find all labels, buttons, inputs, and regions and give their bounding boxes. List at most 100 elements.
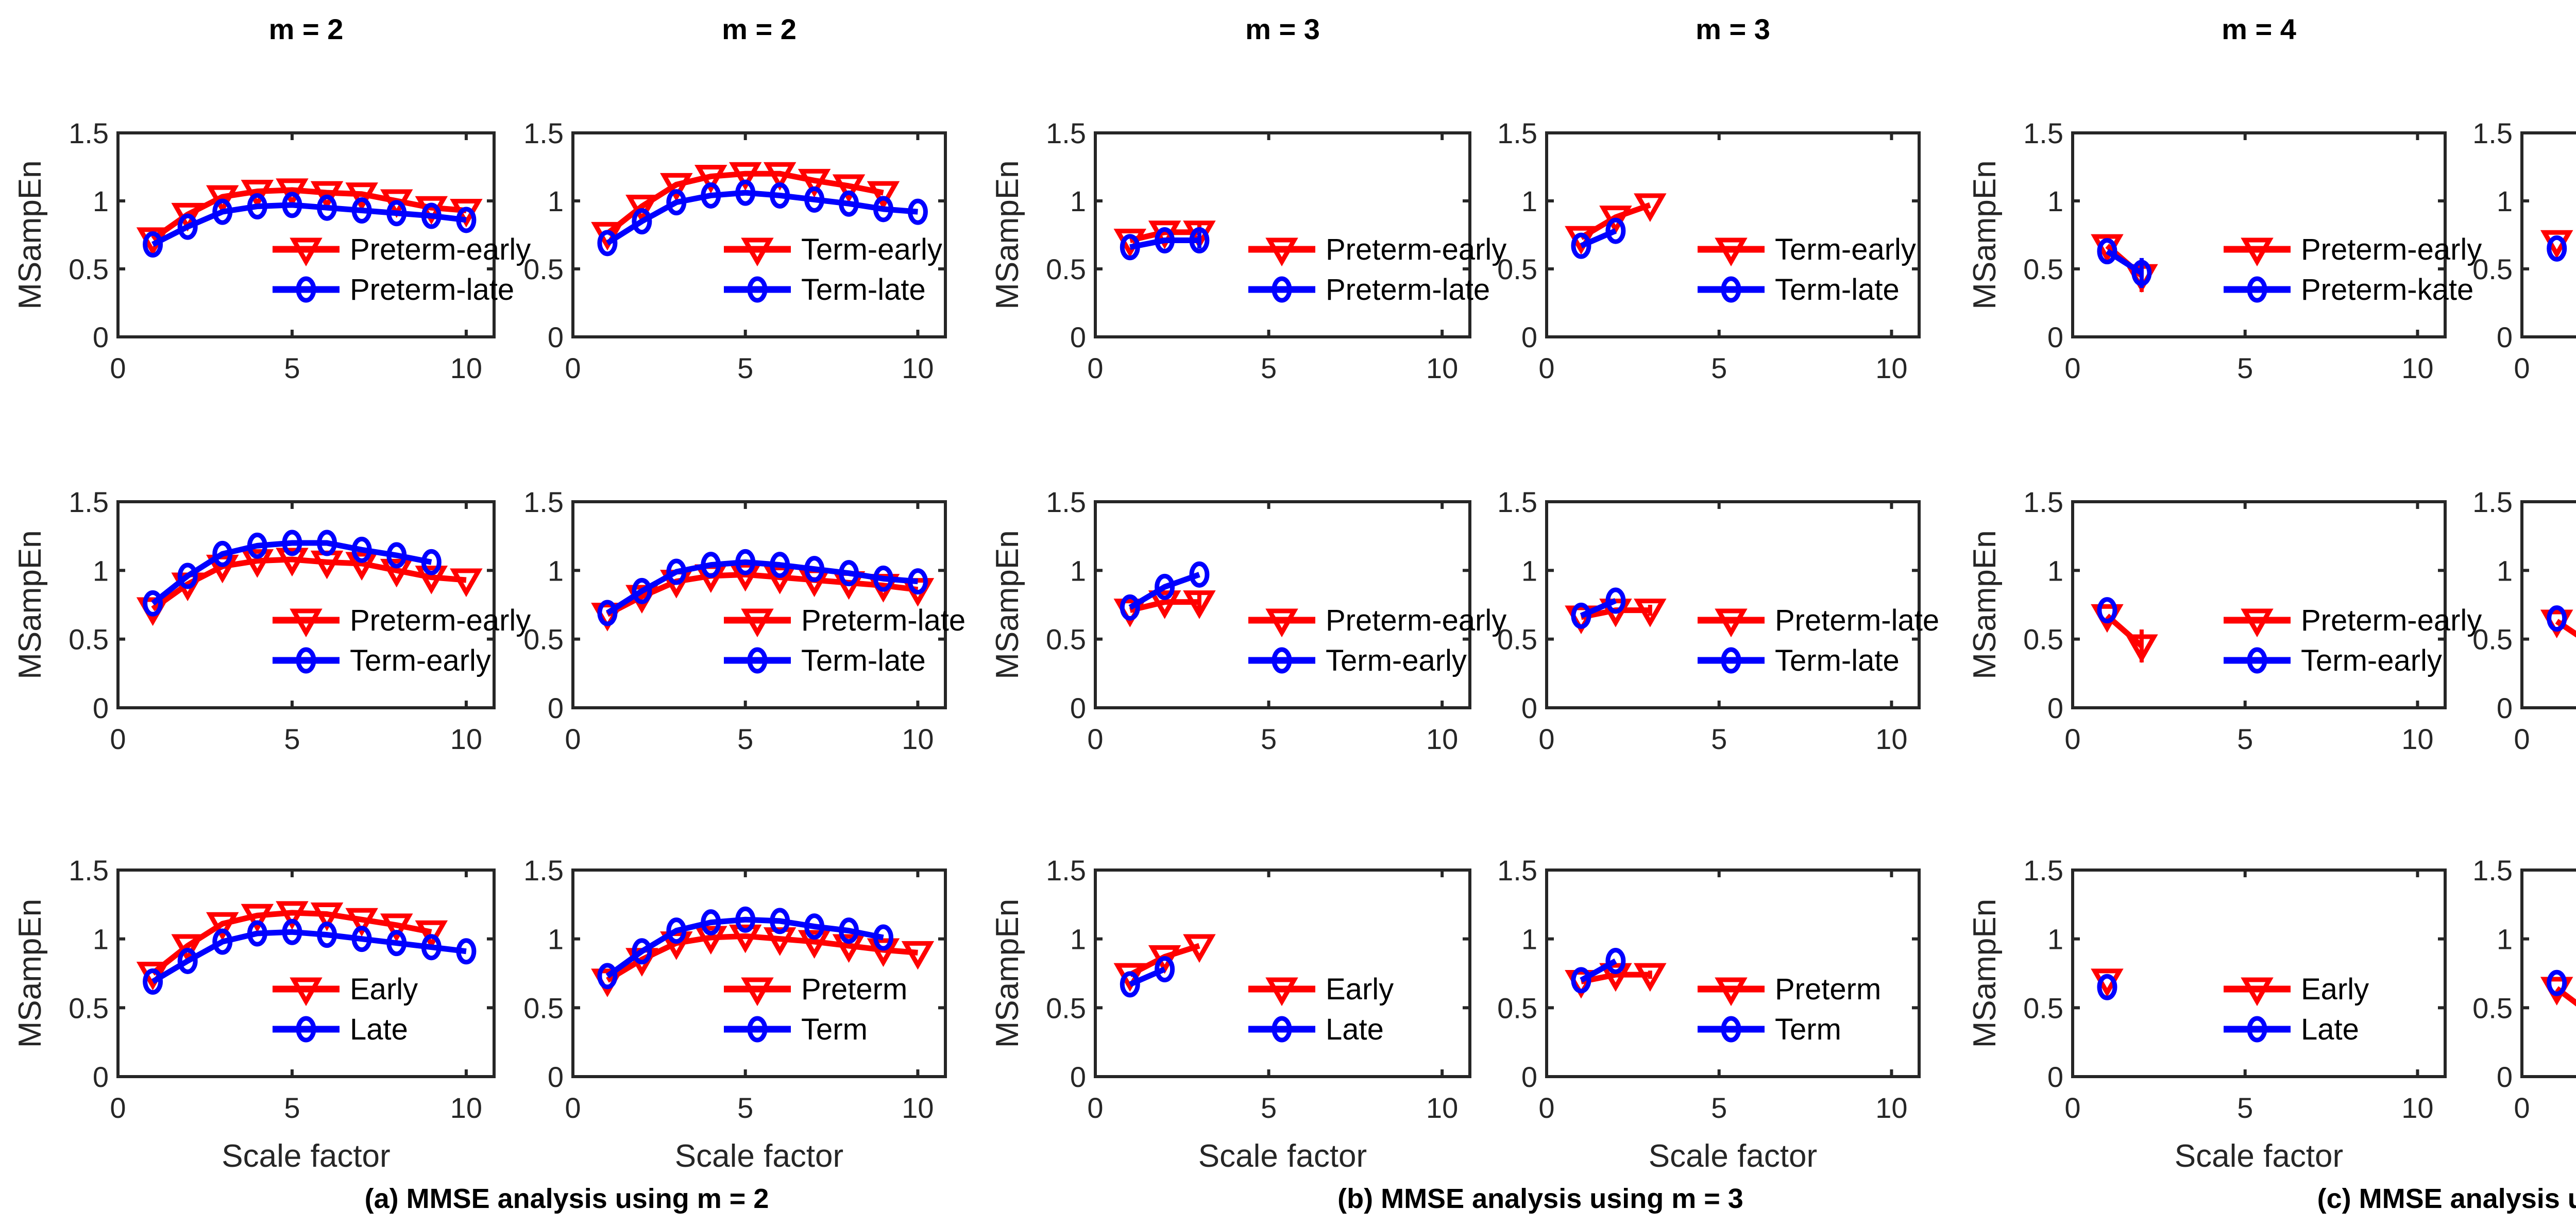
legend-marker [1265,608,1298,638]
data-point [770,908,790,934]
y-tick-label: 1 [1521,185,1537,217]
data-point [804,913,825,940]
axes-box [2071,869,2447,1078]
data-point [247,920,267,947]
x-tick-label: 10 [2401,1092,2433,1124]
data-point [143,590,163,617]
data-point [310,903,344,931]
y-tick-label: 1 [1070,185,1086,217]
series-term-late [1571,587,1626,629]
series-term-late [2547,605,2567,632]
panel-r3-c5: 0 0.5 1 1.5 0 5 10 MSampEn Scale factor Early Late [1967,854,2447,1174]
panel-r2-c1: 0 0.5 1 1.5 0 5 10 MSampEn Preterm-early Term-ear… [12,486,531,755]
series-line [1129,229,1199,243]
x-tick-label: 10 [1426,352,1458,384]
data-point [1605,217,1626,244]
y-tick-label: 1 [2047,554,2063,587]
x-tick-label: 5 [2237,723,2253,755]
legend-marker [2241,608,2274,638]
panel-r2-c2: 0 0.5 1 1.5 0 5 10 Preterm-late Term-late [523,486,965,755]
data-point [2125,634,2158,663]
x-tick-label: 5 [1711,723,1727,755]
data-point [873,924,893,951]
data-point [804,186,825,213]
x-tick-label: 0 [1087,352,1103,384]
data-point [177,563,198,589]
y-tick-label: 1.5 [1497,117,1537,149]
data-point [2547,235,2567,262]
data-point [1599,206,1632,234]
axes-box [2520,869,2576,1078]
data-point [798,930,831,959]
y-tick-label: 0 [548,1061,564,1093]
data-point [873,196,893,223]
data-point [317,530,337,556]
data-point [1605,587,1626,614]
data-point [660,173,693,202]
data-point [276,548,309,577]
legend-label: Term-early [350,644,491,677]
data-point [386,200,407,227]
legend-label: Preterm [801,973,907,1006]
x-tick-label: 10 [1426,1092,1458,1124]
legend-marker [2247,647,2267,674]
panel-r3-c3: 0 0.5 1 1.5 0 5 10 MSampEn Scale factor Early Late [990,854,1471,1174]
legend-label: Preterm-early [350,604,531,637]
x-axis-label: Scale factor [675,1138,843,1174]
y-tick-label: 1.5 [1046,117,1086,149]
series-line [605,559,918,616]
legend-label: Preterm-early [350,233,531,266]
y-tick-label: 1.5 [1046,854,1086,887]
series-line [1580,972,1650,984]
data-point [2547,605,2567,632]
data-point [247,532,267,559]
x-tick-label: 10 [902,723,934,755]
x-tick-label: 5 [737,723,753,755]
legend-marker [2247,276,2267,303]
data-point [2547,969,2567,996]
data-point [380,913,413,943]
legend-marker [1265,237,1298,267]
data-point [735,179,756,206]
legend-label: Preterm-early [1326,604,1506,637]
y-tick-label: 1 [2047,185,2063,217]
legend-label: Preterm [1775,973,1881,1006]
legend-label: Term [801,1013,868,1046]
data-point [310,181,344,210]
data-point [1120,971,1140,998]
legend-marker [1715,237,1748,267]
y-axis-label: MSampEn [990,530,1025,679]
y-axis-label: MSampEn [12,160,48,309]
series-late [1120,956,1175,998]
series-preterm-kate [2097,238,2152,288]
y-tick-label: 1.5 [2472,486,2513,518]
x-tick-label: 5 [284,352,300,384]
y-tick-label: 1 [1070,554,1086,587]
legend-marker [296,276,316,303]
panel-title: m = 3 [1696,13,1770,45]
data-point [212,198,233,225]
caption-a: (a) MMSE analysis using m = 2 [365,1183,769,1214]
data-point [839,560,859,587]
data-point [351,926,372,952]
data-point [763,162,796,191]
y-tick-label: 0.5 [69,623,109,656]
y-tick-label: 1.5 [1497,486,1537,518]
legend-marker [1272,1016,1292,1043]
data-point [1120,594,1140,621]
series-term [1571,947,1626,994]
x-axis-label: Scale factor [1649,1138,1817,1174]
y-tick-label: 0.5 [1046,992,1086,1024]
x-tick-label: 0 [1538,352,1554,384]
x-tick-label: 0 [2064,1092,2080,1124]
data-point [345,552,378,581]
data-point [701,552,721,578]
data-point [143,231,163,258]
panel-r1-c3: 0 0.5 1 1.5 0 5 10 m = 3 MSampEn Preterm-early Pre… [990,13,1506,384]
x-tick-label: 5 [2237,1092,2253,1124]
data-point [632,208,652,235]
x-tick-label: 5 [737,1092,753,1124]
legend-marker [747,1016,768,1043]
series-term [597,906,893,990]
y-tick-label: 1.5 [69,854,109,887]
